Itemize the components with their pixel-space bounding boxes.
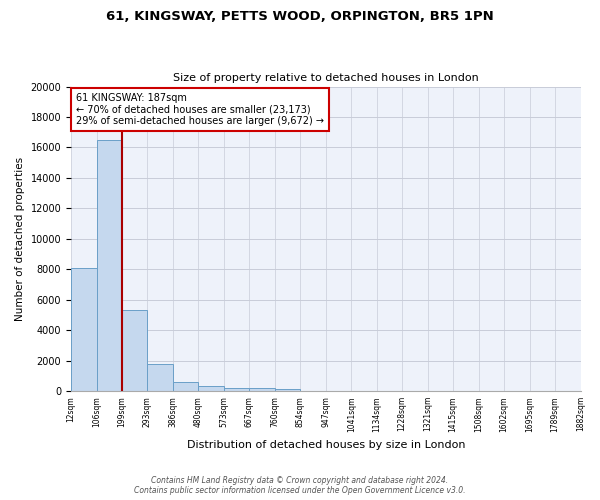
Bar <box>71 268 97 391</box>
Bar <box>199 386 224 391</box>
Y-axis label: Number of detached properties: Number of detached properties <box>15 157 25 321</box>
Bar <box>97 140 122 391</box>
Text: Contains HM Land Registry data © Crown copyright and database right 2024.
Contai: Contains HM Land Registry data © Crown c… <box>134 476 466 495</box>
Title: Size of property relative to detached houses in London: Size of property relative to detached ho… <box>173 73 479 83</box>
Bar <box>173 382 199 391</box>
X-axis label: Distribution of detached houses by size in London: Distribution of detached houses by size … <box>187 440 465 450</box>
Text: 61, KINGSWAY, PETTS WOOD, ORPINGTON, BR5 1PN: 61, KINGSWAY, PETTS WOOD, ORPINGTON, BR5… <box>106 10 494 23</box>
Bar <box>148 364 173 391</box>
Text: 61 KINGSWAY: 187sqm
← 70% of detached houses are smaller (23,173)
29% of semi-de: 61 KINGSWAY: 187sqm ← 70% of detached ho… <box>76 92 324 126</box>
Bar <box>275 389 300 391</box>
Bar <box>122 310 148 391</box>
Bar <box>224 388 250 391</box>
Bar <box>250 388 275 391</box>
